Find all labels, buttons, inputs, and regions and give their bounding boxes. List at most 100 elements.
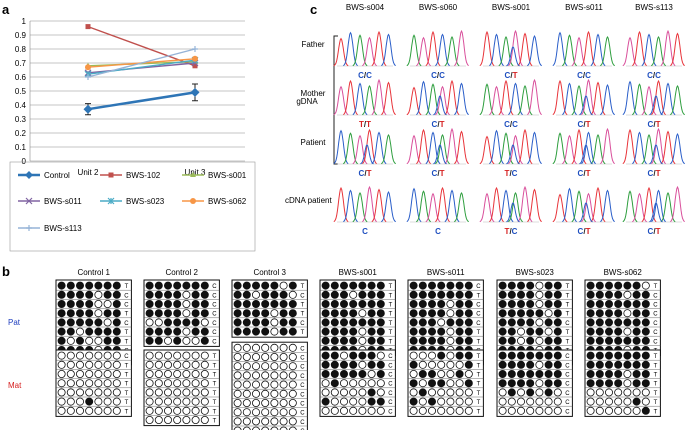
- genotype-letter: C: [578, 120, 584, 129]
- methylated-cpg: [586, 309, 595, 318]
- genotype-letter: /: [653, 71, 656, 80]
- allele-label: C: [565, 363, 570, 369]
- methylated-cpg: [288, 281, 297, 290]
- unmethylated-cpg: [464, 397, 473, 406]
- methylated-cpg: [605, 360, 614, 369]
- genotype-letter: T: [656, 169, 661, 178]
- unmethylated-cpg: [526, 406, 535, 415]
- methylated-cpg: [163, 290, 172, 299]
- unmethylated-cpg: [200, 397, 209, 406]
- legend-item: BWS-s023: [100, 197, 165, 206]
- methylated-cpg: [200, 336, 209, 345]
- methylated-cpg: [76, 318, 85, 327]
- methylated-cpg: [112, 309, 121, 318]
- allele-label: T: [213, 400, 217, 406]
- methylated-cpg: [270, 299, 279, 308]
- methylated-cpg: [330, 351, 339, 360]
- allele-label: C: [124, 321, 129, 327]
- unmethylated-cpg: [103, 397, 112, 406]
- methylated-cpg: [154, 309, 163, 318]
- unmethylated-cpg: [103, 299, 112, 308]
- methylated-cpg: [641, 318, 650, 327]
- sample-name: BWS-s062: [604, 268, 643, 277]
- allele-label: C: [124, 303, 129, 309]
- methylated-cpg: [641, 299, 650, 308]
- methylated-cpg: [330, 369, 339, 378]
- unmethylated-cpg: [641, 281, 650, 290]
- methylated-cpg: [145, 309, 154, 318]
- unmethylated-cpg: [66, 397, 75, 406]
- unmethylated-cpg: [270, 318, 279, 327]
- methylated-cpg: [507, 336, 516, 345]
- unmethylated-cpg: [182, 406, 191, 415]
- unmethylated-cpg: [270, 389, 279, 398]
- methylated-cpg: [367, 318, 376, 327]
- methylated-cpg: [76, 299, 85, 308]
- allele-label: T: [125, 363, 129, 369]
- methylated-cpg: [145, 281, 154, 290]
- methylated-cpg: [409, 299, 418, 308]
- unmethylated-cpg: [544, 309, 553, 318]
- unmethylated-cpg: [261, 417, 270, 426]
- unmethylated-cpg: [270, 309, 279, 318]
- allele-label: C: [565, 391, 570, 397]
- methylated-cpg: [427, 318, 436, 327]
- y-tick-label: 0.8: [15, 45, 27, 54]
- methylated-cpg: [455, 281, 464, 290]
- genotype-letter: /: [583, 120, 586, 129]
- unmethylated-cpg: [94, 369, 103, 378]
- methylated-cpg: [427, 397, 436, 406]
- genotype-letter: /: [364, 169, 367, 178]
- genotype-letter: T: [505, 169, 510, 178]
- unmethylated-cpg: [349, 290, 358, 299]
- unmethylated-cpg: [427, 406, 436, 415]
- genotype-letter: C: [504, 120, 510, 129]
- unmethylated-cpg: [251, 417, 260, 426]
- methylated-cpg: [330, 309, 339, 318]
- unmethylated-cpg: [191, 360, 200, 369]
- methylated-cpg: [507, 379, 516, 388]
- row-label: Mother: [301, 89, 326, 98]
- methylated-cpg: [498, 351, 507, 360]
- unmethylated-cpg: [535, 397, 544, 406]
- allele-label: C: [300, 383, 305, 389]
- methylated-cpg: [321, 290, 330, 299]
- methylated-cpg: [641, 351, 650, 360]
- het-peak: [506, 46, 520, 67]
- methylated-cpg: [586, 360, 595, 369]
- chromatogram: C/T: [552, 127, 615, 178]
- unmethylated-cpg: [641, 388, 650, 397]
- y-tick-label: 0.9: [15, 31, 27, 40]
- unmethylated-cpg: [191, 351, 200, 360]
- methylated-cpg: [191, 281, 200, 290]
- allele-label: T: [125, 373, 129, 379]
- unmethylated-cpg: [595, 397, 604, 406]
- genotype-letter: T: [513, 71, 518, 80]
- series-bws-s113: [85, 46, 198, 80]
- panel-b-label: b: [2, 264, 10, 279]
- methylated-cpg: [103, 290, 112, 299]
- allele-label: C: [300, 346, 305, 352]
- unmethylated-cpg: [279, 398, 288, 407]
- methylated-cpg: [242, 299, 251, 308]
- unmethylated-cpg: [288, 290, 297, 299]
- peak: [670, 32, 685, 67]
- methylated-cpg: [349, 299, 358, 308]
- methylated-cpg: [409, 290, 418, 299]
- unmethylated-cpg: [288, 343, 297, 352]
- unmethylated-cpg: [409, 369, 418, 378]
- x-marker: [25, 197, 33, 205]
- allele-label: C: [300, 374, 305, 380]
- methylated-cpg: [367, 327, 376, 336]
- methylated-cpg: [427, 336, 436, 345]
- chromatogram: C/C: [333, 30, 396, 80]
- unmethylated-cpg: [270, 371, 279, 380]
- methylated-cpg: [632, 379, 641, 388]
- chromatogram: T/C: [479, 128, 542, 178]
- methylated-cpg: [376, 336, 385, 345]
- unmethylated-cpg: [437, 397, 446, 406]
- gdna-bracket: [333, 35, 338, 165]
- unmethylated-cpg: [376, 351, 385, 360]
- methylated-cpg: [358, 281, 367, 290]
